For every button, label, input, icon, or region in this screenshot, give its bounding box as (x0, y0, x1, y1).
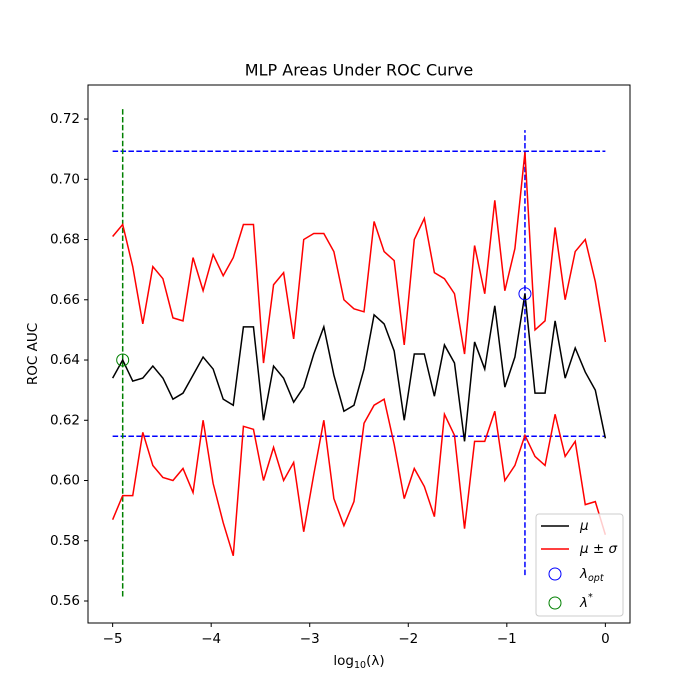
y-tick-label: 0.70 (50, 171, 80, 187)
marker-point (518, 287, 532, 301)
y-tick-label: 0.64 (50, 352, 80, 368)
legend-label-superscript: * (588, 592, 593, 603)
x-label-base: log (333, 653, 354, 669)
x-label-subscript: 10 (354, 660, 366, 671)
x-tick-label: −4 (201, 631, 221, 647)
x-tick-label: −5 (103, 631, 123, 647)
x-axis-label: log10(λ) (333, 653, 384, 671)
legend-label-subscript: opt (588, 573, 605, 584)
y-tick-label: 0.68 (50, 232, 80, 248)
legend-label: μ ± σ (579, 541, 617, 557)
y-tick-label: 0.56 (50, 593, 80, 609)
series-line-lower (111, 398, 607, 557)
y-tick-label: 0.60 (50, 473, 80, 489)
series-line (112, 152, 607, 364)
legend-swatch (548, 596, 562, 610)
x-tick-label: −1 (497, 631, 517, 647)
legend-box (535, 513, 624, 617)
y-tick-label: 0.58 (50, 533, 80, 549)
y-axis-label: ROC AUC (25, 323, 41, 385)
legend-label-base: λ (579, 566, 588, 582)
legend-label: λopt (579, 566, 605, 584)
x-tick-label: −2 (398, 631, 418, 647)
legend-label: λ* (579, 592, 593, 612)
legend-label: μ (579, 518, 589, 534)
series-line (111, 293, 607, 442)
x-label-rest: (λ) (366, 653, 385, 669)
chart-title: MLP Areas Under ROC Curve (245, 61, 473, 80)
y-tick-label: 0.62 (50, 412, 80, 428)
legend-label-base: λ (579, 595, 588, 611)
legend-swatch (548, 567, 562, 581)
marker-point (116, 353, 130, 367)
plot-frame (87, 84, 631, 624)
x-tick-label: −3 (300, 631, 320, 647)
y-tick-label: 0.66 (50, 292, 80, 308)
y-tick-label: 0.72 (50, 111, 80, 127)
x-tick-label: 0 (601, 631, 610, 647)
